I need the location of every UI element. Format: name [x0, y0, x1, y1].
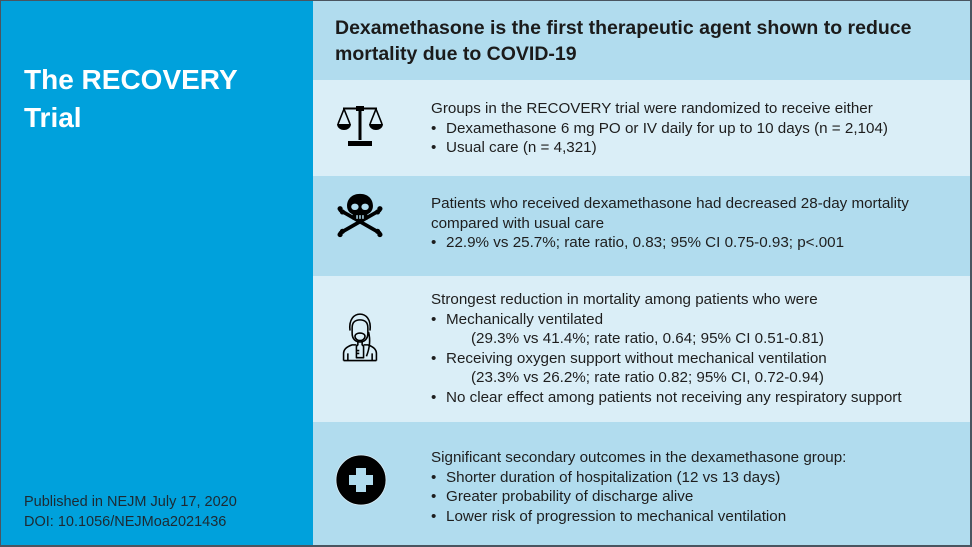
scales-icon	[337, 106, 383, 146]
doi-text: DOI: 10.1056/NEJMoa2021436	[24, 514, 227, 530]
section-content: Patients who received dexamethasone had …	[431, 194, 961, 253]
list-item: No clear effect among patients not recei…	[431, 388, 961, 408]
list-item: 22.9% vs 25.7%; rate ratio, 0.83; 95% CI…	[431, 233, 961, 253]
bullet-list: Shorter duration of hospitalization (12 …	[431, 468, 961, 527]
right-panel: Dexamethasone is the first therapeutic a…	[313, 1, 970, 545]
section-subgroups: Strongest reduction in mortality among p…	[313, 276, 970, 422]
list-item: Dexamethasone 6 mg PO or IV daily for up…	[431, 119, 961, 139]
title-line-1: The RECOVERY	[24, 64, 238, 95]
list-item: Shorter duration of hospitalization (12 …	[431, 468, 961, 488]
list-item: Mechanically ventilated	[431, 310, 961, 330]
list-item: Lower risk of progression to mechanical …	[431, 507, 961, 527]
header-title: Dexamethasone is the first therapeutic a…	[335, 17, 912, 65]
list-item: Usual care (n = 4,321)	[431, 138, 961, 158]
ventilated-patient-icon	[342, 313, 378, 362]
header-band: Dexamethasone is the first therapeutic a…	[313, 1, 970, 80]
sub-item: (29.3% vs 41.4%; rate ratio, 0.64; 95% C…	[471, 330, 824, 347]
list-item: Receiving oxygen support without mechani…	[431, 349, 961, 369]
publication-info: Published in NEJM July 17, 2020 DOI: 10.…	[24, 492, 237, 532]
section-mortality: Patients who received dexamethasone had …	[313, 176, 970, 276]
sub-item: (23.3% vs 26.2%; rate ratio 0.82; 95% CI…	[471, 369, 824, 386]
list-item: Greater probability of discharge alive	[431, 487, 961, 507]
skull-crossbones-icon	[337, 193, 383, 238]
section-lead: Significant secondary outcomes in the de…	[431, 449, 847, 466]
left-panel: The RECOVERY Trial Published in NEJM Jul…	[1, 1, 311, 545]
section-content: Strongest reduction in mortality among p…	[431, 290, 961, 407]
bullet-list: Dexamethasone 6 mg PO or IV daily for up…	[431, 119, 961, 158]
bullet-list: Mechanically ventilated (29.3% vs 41.4%;…	[431, 310, 961, 408]
section-lead: Strongest reduction in mortality among p…	[431, 291, 818, 308]
bullet-list: 22.9% vs 25.7%; rate ratio, 0.83; 95% CI…	[431, 233, 961, 253]
title-line-2: Trial	[24, 102, 82, 133]
section-randomization: Groups in the RECOVERY trial were random…	[313, 80, 970, 176]
slide-title: The RECOVERY Trial	[24, 61, 304, 137]
section-content: Groups in the RECOVERY trial were random…	[431, 99, 961, 158]
section-content: Significant secondary outcomes in the de…	[431, 448, 961, 526]
section-secondary-outcomes: Significant secondary outcomes in the de…	[313, 422, 970, 545]
section-lead: Groups in the RECOVERY trial were random…	[431, 100, 873, 117]
section-lead: Patients who received dexamethasone had …	[431, 195, 909, 232]
publication-text: Published in NEJM July 17, 2020	[24, 494, 237, 510]
medical-cross-icon	[335, 454, 387, 506]
